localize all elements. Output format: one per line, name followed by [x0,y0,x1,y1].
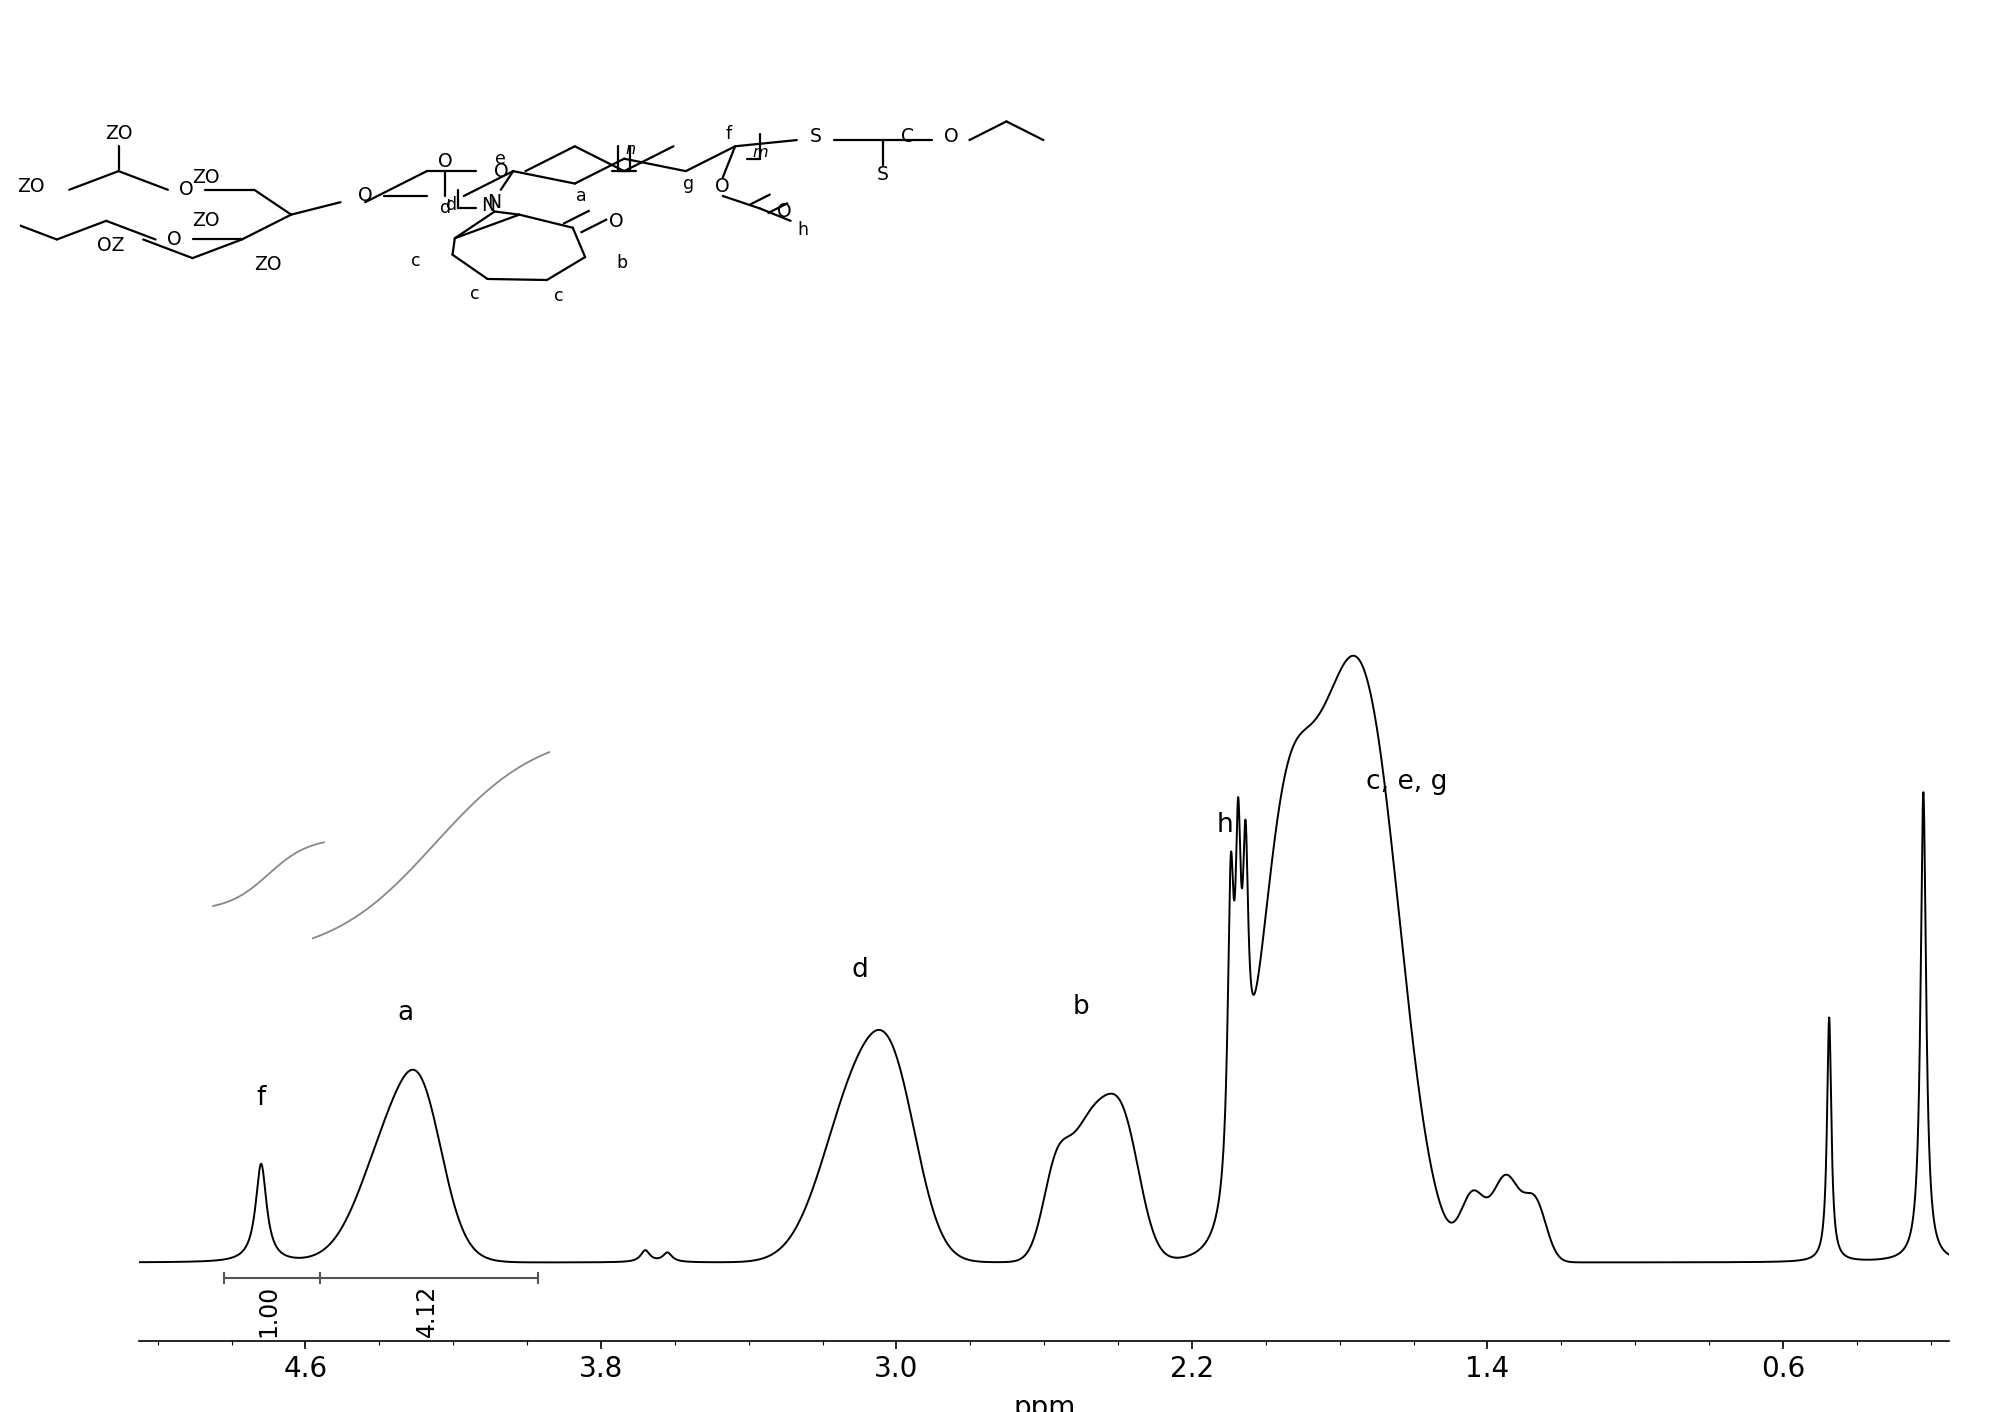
Text: O: O [716,176,730,196]
Text: c: c [410,251,420,270]
Text: f: f [726,124,732,143]
Text: c, e, g: c, e, g [1366,770,1446,795]
Text: N: N [481,196,495,215]
Text: n: n [625,141,634,157]
Text: S: S [877,165,889,184]
Text: OZ: OZ [97,236,125,256]
Text: c: c [555,287,565,305]
Text: m: m [752,145,768,160]
Text: d: d [446,196,457,215]
Text: ZO: ZO [105,124,133,144]
Text: e: e [495,150,507,168]
Text: f: f [257,1084,267,1111]
Text: O: O [167,230,181,249]
Text: a: a [398,1000,414,1027]
Text: S: S [810,127,821,147]
Text: O: O [493,161,507,181]
Text: C: C [901,127,915,147]
Text: 1.00: 1.00 [257,1285,280,1337]
Text: a: a [575,186,587,205]
Text: O: O [609,212,623,232]
X-axis label: ppm: ppm [1012,1394,1076,1412]
Text: ZO: ZO [193,212,221,230]
Text: d: d [440,199,452,217]
Text: c: c [469,285,479,304]
Text: h: h [1217,812,1233,837]
Text: ZO: ZO [18,176,44,196]
Text: h: h [798,222,808,239]
Text: O: O [179,181,193,199]
Text: d: d [851,957,867,983]
Text: ZO: ZO [193,168,221,186]
Text: ZO: ZO [255,254,282,274]
Text: O: O [943,127,959,147]
Text: g: g [682,175,694,192]
Text: 4.12: 4.12 [416,1285,440,1337]
Text: O: O [358,186,372,206]
Text: b: b [1072,994,1090,1019]
Text: N: N [487,192,501,212]
Text: b: b [617,254,629,273]
Text: O: O [438,152,453,171]
Text: O: O [778,202,792,222]
